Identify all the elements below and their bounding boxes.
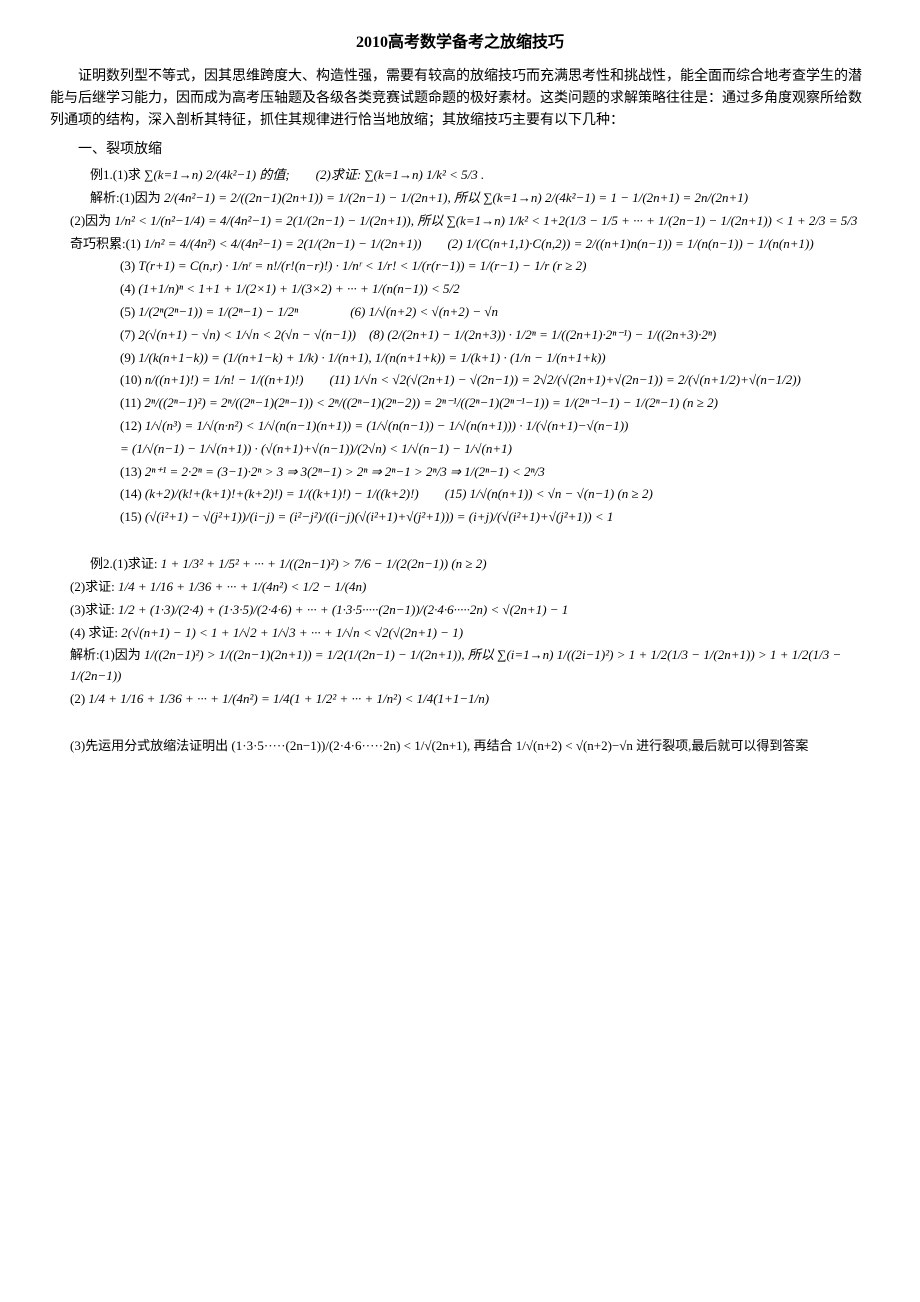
section-1-heading: 一、裂项放缩 [50, 139, 870, 161]
t14-text: (k+2)/(k!+(k+1)!+(k+2)!) = 1/((k+1)!) − … [145, 486, 653, 501]
ex2-1-text: 1 + 1/3² + 1/5² + ··· + 1/((2n−1)²) > 7/… [161, 556, 487, 571]
t13-label: (13) [120, 464, 142, 479]
trick-13: (13) 2ⁿ⁺¹ = 2·2ⁿ = (3−1)·2ⁿ > 3 ⇒ 3(2ⁿ−1… [120, 462, 870, 483]
ex1-p2-label: (2)因为 [70, 213, 111, 228]
trick-12: (12) 1/√(n³) = 1/√(n·n²) < 1/√(n(n−1)(n+… [120, 416, 870, 437]
t9-label: (9) [120, 350, 135, 365]
intro-paragraph: 证明数列型不等式，因其思维跨度大、构造性强，需要有较高的放缩技巧而充满思考性和挑… [50, 66, 870, 133]
ex1-analysis: 解析:(1)因为 2/(4n²−1) = 2/((2n−1)(2n+1)) = … [90, 188, 870, 209]
trick-15: (15) (√(i²+1) − √(j²+1))/(i−j) = (i²−j²)… [120, 507, 870, 528]
ex1-part2: (2)因为 1/n² < 1/(n²−1/4) = 4/(4n²−1) = 2(… [70, 211, 870, 232]
ex2-3-label: (3)求证: [70, 602, 115, 617]
ex2-an-label: 解析:(1)因为 [70, 647, 141, 662]
t14-label: (14) [120, 486, 142, 501]
ex2-2-text: 1/4 + 1/16 + 1/36 + ··· + 1/(4n²) < 1/2 … [118, 579, 366, 594]
ex2-analysis: 解析:(1)因为 1/((2n−1)²) > 1/((2n−1)(2n+1)) … [70, 645, 870, 687]
t11-label: (11) [120, 395, 141, 410]
t10-text: n/((n+1)!) = 1/n! − 1/((n+1)!) (11) 1/√n… [145, 372, 801, 387]
trick-7-8: (7) 2(√(n+1) − √n) < 1/√n < 2(√n − √(n−1… [120, 325, 870, 346]
trick-12b: = (1/√(n−1) − 1/√(n+1)) · (√(n+1)+√(n−1)… [120, 439, 870, 460]
ex2-3-text: 1/2 + (1·3)/(2·4) + (1·3·5)/(2·4·6) + ··… [118, 602, 568, 617]
t12b-text: = (1/√(n−1) − 1/√(n+1)) · (√(n+1)+√(n−1)… [120, 441, 512, 456]
t9-text: 1/(k(n+1−k)) = (1/(n+1−k) + 1/k) · 1/(n+… [138, 350, 605, 365]
ex2-label: 例2.(1)求证: [90, 556, 158, 571]
t5-label: (5) [120, 304, 135, 319]
t10-label: (10) [120, 372, 142, 387]
t15-text: (√(i²+1) − √(j²+1))/(i−j) = (i²−j²)/((i−… [145, 509, 613, 524]
trick-10-11a: (10) n/((n+1)!) = 1/n! − 1/((n+1)!) (11)… [120, 370, 870, 391]
tricks-header: 奇巧积累:(1) 1/n² = 4/(4n²) < 4/(4n²−1) = 2(… [70, 234, 870, 255]
ex2-4-label: (4) 求证: [70, 625, 118, 640]
trick-1: 1/n² = 4/(4n²) < 4/(4n²−1) = 2(1/(2n−1) … [144, 236, 814, 251]
ex2-s2-text: 1/4 + 1/16 + 1/36 + ··· + 1/(4n²) = 1/4(… [88, 691, 489, 706]
t7-label: (7) [120, 327, 135, 342]
ex2-4-text: 2(√(n+1) − 1) < 1 + 1/√2 + 1/√3 + ··· + … [121, 625, 463, 640]
trick-4: (4) (1+1/n)ⁿ < 1+1 + 1/(2×1) + 1/(3×2) +… [120, 279, 870, 300]
ex2-s2-label: (2) [70, 691, 85, 706]
ex2-2-label: (2)求证: [70, 579, 115, 594]
ex1-p2-text: 1/n² < 1/(n²−1/4) = 4/(4n²−1) = 2(1/(2n−… [114, 213, 857, 228]
t13-text: 2ⁿ⁺¹ = 2·2ⁿ = (3−1)·2ⁿ > 3 ⇒ 3(2ⁿ−1) > 2… [145, 464, 545, 479]
ex2-sol-2: (2) 1/4 + 1/16 + 1/36 + ··· + 1/(4n²) = … [70, 689, 870, 710]
t3-label: (3) [120, 258, 135, 273]
example-2-1: 例2.(1)求证: 1 + 1/3² + 1/5² + ··· + 1/((2n… [90, 554, 870, 575]
trick-14-15a: (14) (k+2)/(k!+(k+1)!+(k+2)!) = 1/((k+1)… [120, 484, 870, 505]
trick-5-6: (5) 1/(2ⁿ(2ⁿ−1)) = 1/(2ⁿ−1) − 1/2ⁿ (6) 1… [120, 302, 870, 323]
t15-label: (15) [120, 509, 142, 524]
t12-label: (12) [120, 418, 142, 433]
trick-11: (11) 2ⁿ/((2ⁿ−1)²) = 2ⁿ/((2ⁿ−1)(2ⁿ−1)) < … [120, 393, 870, 414]
ex1-analysis-label: 解析:(1)因为 [90, 190, 161, 205]
t4-text: (1+1/n)ⁿ < 1+1 + 1/(2×1) + 1/(3×2) + ···… [138, 281, 459, 296]
tricks-label: 奇巧积累:(1) [70, 236, 141, 251]
example-2-2: (2)求证: 1/4 + 1/16 + 1/36 + ··· + 1/(4n²)… [70, 577, 870, 598]
example-1: 例1.(1)求 ∑(k=1→n) 2/(4k²−1) 的值; (2)求证: ∑(… [90, 165, 870, 186]
example-2-3: (3)求证: 1/2 + (1·3)/(2·4) + (1·3·5)/(2·4·… [70, 600, 870, 621]
t12-text: 1/√(n³) = 1/√(n·n²) < 1/√(n(n−1)(n+1)) =… [145, 418, 628, 433]
t5-text: 1/(2ⁿ(2ⁿ−1)) = 1/(2ⁿ−1) − 1/2ⁿ (6) 1/√(n… [138, 304, 498, 319]
t3-text: T(r+1) = C(n,r) · 1/nʳ = n!/(r!(n−r)!) ·… [138, 258, 586, 273]
t7-text: 2(√(n+1) − √n) < 1/√n < 2(√n − √(n−1)) (… [138, 327, 716, 342]
trick-9: (9) 1/(k(n+1−k)) = (1/(n+1−k) + 1/k) · 1… [120, 348, 870, 369]
ex1-formula: ∑(k=1→n) 2/(4k²−1) 的值; (2)求证: ∑(k=1→n) 1… [144, 167, 484, 182]
page-title: 2010高考数学备考之放缩技巧 [50, 30, 870, 56]
t11-text: 2ⁿ/((2ⁿ−1)²) = 2ⁿ/((2ⁿ−1)(2ⁿ−1)) < 2ⁿ/((… [144, 395, 718, 410]
example-2-4: (4) 求证: 2(√(n+1) − 1) < 1 + 1/√2 + 1/√3 … [70, 623, 870, 644]
t4-label: (4) [120, 281, 135, 296]
trick-3: (3) T(r+1) = C(n,r) · 1/nʳ = n!/(r!(n−r)… [120, 256, 870, 277]
ex2-sol-3: (3)先运用分式放缩法证明出 (1·3·5·····(2n−1))/(2·4·6… [70, 736, 870, 757]
ex1-analysis-text: 2/(4n²−1) = 2/((2n−1)(2n+1)) = 1/(2n−1) … [164, 190, 748, 205]
ex2-an-text: 1/((2n−1)²) > 1/((2n−1)(2n+1)) = 1/2(1/(… [70, 647, 841, 683]
ex1-label: 例1.(1)求 [90, 167, 141, 182]
